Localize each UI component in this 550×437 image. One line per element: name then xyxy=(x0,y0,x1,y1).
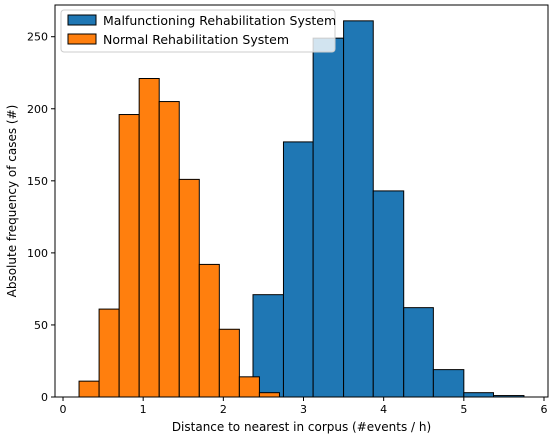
x-tick-label: 2 xyxy=(220,403,227,416)
bar-normal-8 xyxy=(238,376,260,398)
legend-label-normal: Normal Rehabilitation System xyxy=(103,32,289,47)
x-tick-label: 4 xyxy=(380,403,387,416)
x-tick-label: 5 xyxy=(460,403,467,416)
x-tick-label: 3 xyxy=(300,403,307,416)
x-tick-label: 0 xyxy=(60,403,67,416)
plot-frame xyxy=(54,4,549,398)
x-tick-label: 6 xyxy=(540,403,547,416)
legend-swatch-normal xyxy=(67,33,97,45)
bar-normal-0 xyxy=(78,380,100,398)
x-axis: 0 1 2 3 4 5 6 xyxy=(60,397,547,416)
bar-normal-7 xyxy=(218,328,240,398)
bar-normal-3 xyxy=(138,78,160,398)
bar-normal-1 xyxy=(98,308,120,398)
bar-malfunctioning-3 xyxy=(343,20,374,398)
bar-malfunctioning-6 xyxy=(432,369,465,398)
y-axis-label: Absolute frequency of cases (#) xyxy=(5,105,19,298)
y-tick-label: 0 xyxy=(41,391,48,404)
bar-malfunctioning-4 xyxy=(372,190,405,398)
y-tick-label: 100 xyxy=(27,247,48,260)
bar-normal-6 xyxy=(198,263,220,398)
bar-malfunctioning-7 xyxy=(463,392,494,398)
bars-layer xyxy=(78,20,525,398)
bar-malfunctioning-1 xyxy=(282,141,314,398)
legend-swatch-malfunctioning xyxy=(67,14,97,26)
x-tick-label: 1 xyxy=(140,403,147,416)
y-tick-label: 250 xyxy=(27,31,48,44)
x-axis-label: Distance to nearest in corpus (#events /… xyxy=(172,420,431,434)
bar-normal-4 xyxy=(158,101,180,398)
bar-normal-2 xyxy=(118,114,140,398)
legend-label-malfunctioning: Malfunctioning Rehabilitation System xyxy=(103,13,336,28)
y-tick-label: 200 xyxy=(27,103,48,116)
bar-malfunctioning-2 xyxy=(312,37,345,398)
bar-malfunctioning-5 xyxy=(403,307,434,398)
plot-area xyxy=(54,4,549,398)
y-tick-label: 150 xyxy=(27,175,48,188)
legend: Malfunctioning Rehabilitation System Nor… xyxy=(60,9,336,53)
y-axis: 0 50 100 150 200 250 xyxy=(27,31,55,404)
legend-box xyxy=(60,9,336,53)
bar-normal-9 xyxy=(258,392,280,398)
y-tick-label: 50 xyxy=(34,319,48,332)
bar-normal-5 xyxy=(178,178,200,398)
